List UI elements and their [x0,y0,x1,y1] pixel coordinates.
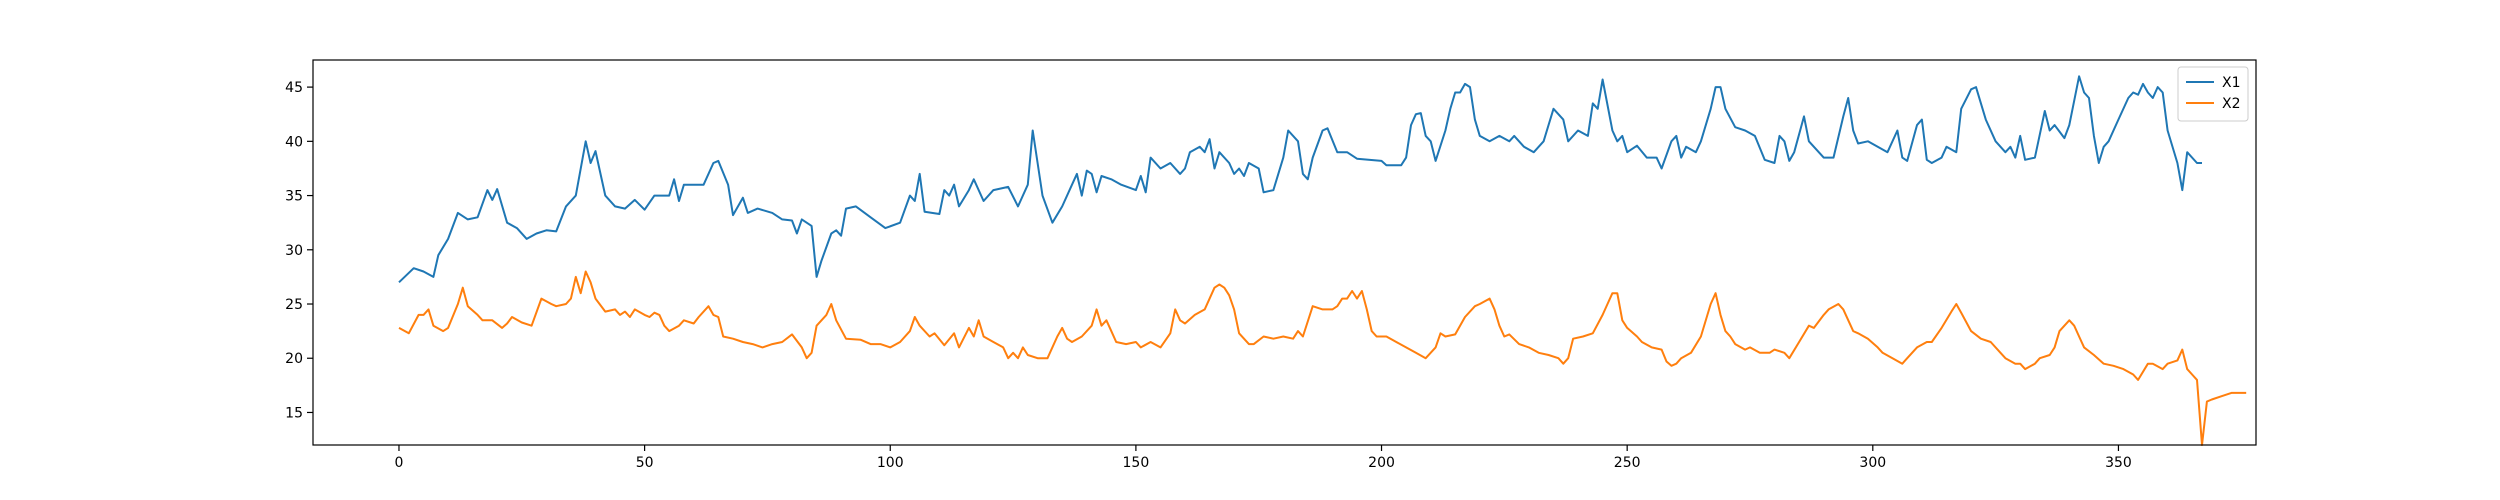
x-tick-label: 0 [395,455,404,471]
x-tick-label: 300 [1859,455,1886,471]
series-line-x2 [398,270,2247,446]
legend-label-x1: X1 [2222,75,2241,91]
y-tick-label: 45 [285,80,303,96]
plot-area-frame [312,59,2257,446]
y-tick-label: 25 [285,297,303,313]
x-tick-label: 100 [877,455,904,471]
y-tick-label: 20 [285,351,303,367]
x-tick-label: 200 [1368,455,1395,471]
legend-label-x2: X2 [2222,96,2241,112]
y-tick-label: 30 [285,243,303,259]
y-tick-label: 40 [285,134,303,150]
x-axis: 0 50 100 150 200 250 300 350 [395,445,2132,471]
x-tick-label: 150 [1123,455,1150,471]
series-line-x1 [398,75,2202,284]
legend-box [2177,66,2249,122]
x-tick-label: 350 [2105,455,2132,471]
x-tick-label: 50 [636,455,654,471]
x-tick-label: 250 [1614,455,1641,471]
y-tick-label: 35 [285,189,303,205]
y-tick-label: 15 [285,405,303,421]
y-axis: 15 20 25 30 35 40 45 [285,80,313,421]
plot-lines [398,75,2247,446]
